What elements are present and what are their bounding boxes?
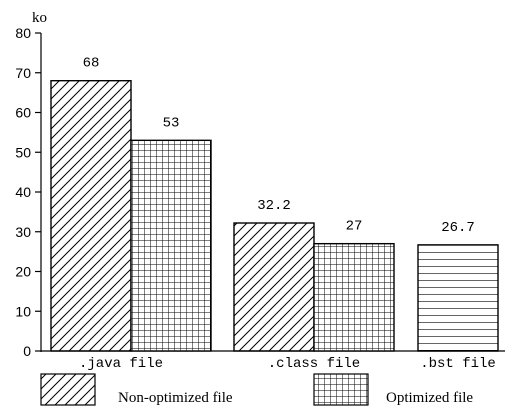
y-axis: ko 0 10 20 30 40 50 60 70 80	[15, 10, 47, 359]
x-category-label: .class file	[268, 356, 360, 372]
legend-swatch-grid	[314, 374, 368, 405]
bar-bst-file-horizontal	[418, 245, 498, 351]
bar-java-file-non-optimized-file	[51, 81, 131, 351]
y-tick-label: 70	[15, 65, 31, 81]
bar-class-file-non-optimized-file	[234, 223, 314, 351]
legend-swatch-diagonal	[41, 374, 95, 405]
legend-item-non-optimized: Non-optimized file	[41, 374, 233, 406]
category-labels: .java file .class file .bst file	[79, 356, 496, 372]
y-tick-label: 0	[23, 343, 31, 359]
legend-label-optimized: Optimized file	[386, 390, 473, 406]
x-category-label: .java file	[79, 356, 163, 372]
y-tick-label: 20	[15, 264, 31, 280]
bar-value-label: 27	[346, 219, 363, 235]
legend: Non-optimized file Optimized file	[41, 374, 473, 406]
bar-value-label: 53	[163, 115, 180, 131]
x-category-label: .bst file	[420, 356, 496, 372]
bar-value-label: 26.7	[441, 220, 475, 236]
y-tick-label: 40	[15, 184, 31, 200]
bar-java-file-optimized-file	[131, 140, 211, 351]
legend-item-optimized: Optimized file	[314, 374, 473, 406]
y-ticks: 0 10 20 30 40 50 60 70 80	[15, 25, 41, 359]
y-tick-label: 60	[15, 105, 31, 121]
bars	[51, 81, 498, 351]
y-tick-label: 30	[15, 224, 31, 240]
bar-value-label: 32.2	[257, 198, 291, 214]
y-axis-label: ko	[32, 10, 47, 26]
y-tick-label: 80	[15, 25, 31, 41]
y-tick-label: 10	[15, 303, 31, 319]
y-tick-label: 50	[15, 144, 31, 160]
legend-label-non-optimized: Non-optimized file	[118, 390, 233, 406]
bar-value-label: 68	[83, 56, 100, 72]
bar-class-file-optimized-file	[314, 244, 394, 351]
